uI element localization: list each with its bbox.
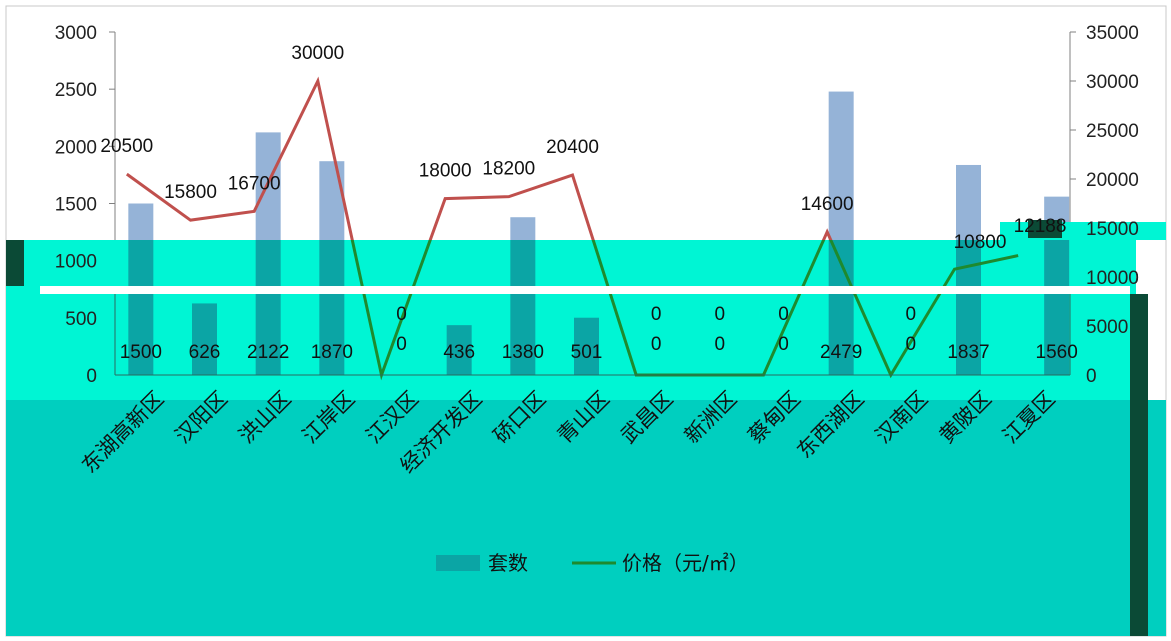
legend-label-bars: 套数 [488,551,528,575]
bar-value-label: 1837 [947,342,989,363]
bar-value-label: 2479 [820,342,862,363]
line-value-label: 0 [651,304,662,325]
y-left-tick-label: 3000 [55,23,97,44]
y-left-tick-label-overlay: 0 [86,366,97,387]
series-line-overlay [350,240,1019,381]
bar-value-label: 0 [778,334,789,355]
y-right-tick-label: 25000 [1086,121,1139,142]
bar-overlay [956,240,981,375]
y-left-tick-label: 1500 [55,195,97,216]
y-right-tick-label-overlay: 0 [1086,366,1097,387]
bar-value-label: 2122 [247,342,289,363]
dark-strip-left [6,240,24,286]
line-value-label: 0 [778,304,789,325]
line-value-label: 15800 [164,182,217,203]
line-value-label: 0 [396,304,407,325]
y-left-tick-label-overlay: 1000 [55,252,97,273]
line-value-label: 10800 [954,232,1007,253]
legend-label-line: 价格（元/㎡） [622,551,749,575]
line-value-label: 18000 [419,161,472,182]
dark-patch [1028,220,1062,238]
bar-value-label: 626 [189,342,221,363]
y-left-tick-label-overlay: 500 [65,309,97,330]
y-right-tick-label: 35000 [1086,23,1139,44]
line-value-label: 18200 [482,159,535,180]
dark-strip-right [1130,294,1148,636]
bar-overlay [319,240,345,375]
y-left-tick-label: 2500 [55,80,97,101]
bar-value-label: 1500 [120,342,162,363]
line-value-label: 16700 [228,173,281,194]
bar-value-label: 1380 [502,342,544,363]
line-value-label: 0 [906,304,917,325]
bar-value-label: 0 [906,334,917,355]
bar-value-label: 0 [715,334,726,355]
data-labels: 20500 15800 16700 30000 18000 18200 20400 14600 [100,43,853,215]
teal-band [6,400,1166,636]
gap-strip [40,286,1130,294]
bar-value-label: 436 [443,342,475,363]
y-right-tick-label-overlay: 10000 [1086,268,1139,289]
bar-value-label: 0 [396,334,407,355]
line-value-label: 30000 [291,43,344,64]
bar-overlay [446,325,472,375]
y-right-tick-label: 30000 [1086,72,1139,93]
line-value-label: 0 [715,304,726,325]
legend: 套数 价格（元/㎡） [436,551,749,575]
bar-value-label: 1560 [1036,342,1078,363]
bar-overlay [1044,240,1070,375]
legend-swatch-bars [436,555,480,571]
line-value-label: 12188 [1014,216,1067,237]
line-value-label: 20400 [546,137,599,158]
y-right-tick-label: 20000 [1086,170,1139,191]
bar-value-label: 0 [651,334,662,355]
y-left-tick-label: 2000 [55,137,97,158]
bar-overlay [510,240,536,375]
y-right-tick-label-overlay: 15000 [1086,219,1139,240]
y-right-tick-label-overlay: 5000 [1086,317,1128,338]
bar-overlay [255,240,281,375]
line-value-label: 20500 [100,136,153,157]
bar-value-label: 501 [571,342,603,363]
bar-overlay [192,303,217,375]
line-value-label: 14600 [801,194,854,215]
bar-overlay [574,317,599,375]
bar-overlay [128,240,154,375]
bar-value-label: 1870 [311,342,353,363]
